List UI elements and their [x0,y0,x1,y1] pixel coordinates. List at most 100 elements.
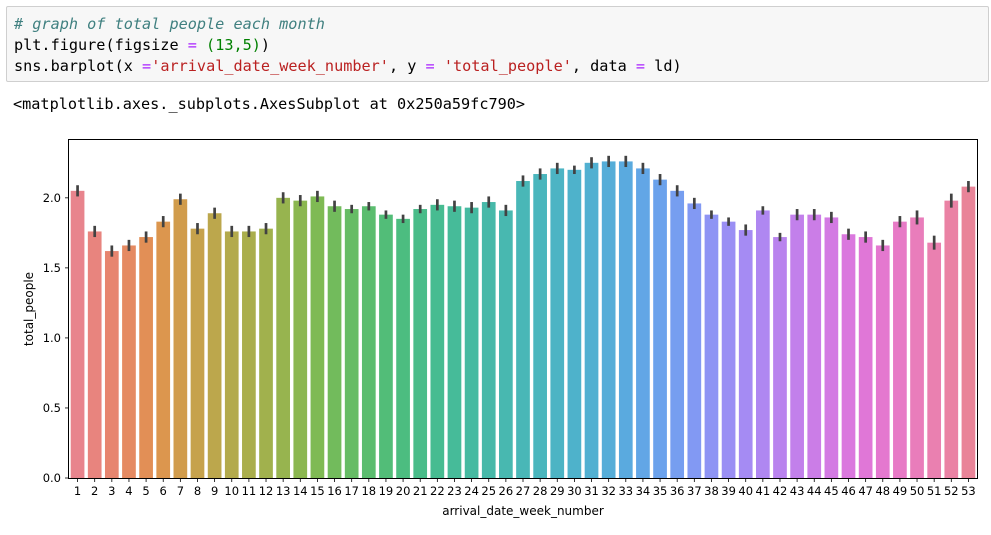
x-tick-label: 19 [379,484,394,498]
bar-week-15 [310,196,325,478]
x-tick-label: 20 [396,484,411,498]
x-tick-label: 21 [413,484,428,498]
bar-week-32 [601,161,616,479]
bar-week-40 [738,230,753,478]
x-tick-label: 10 [224,484,239,498]
x-tick-label: 36 [670,484,685,498]
code-line-figure: plt.figure(figsize = (13,5)) [14,36,271,54]
bar-week-1 [70,190,85,479]
bar-week-46 [841,234,856,478]
bar-week-30 [567,169,582,478]
x-tick-label: 11 [242,484,257,498]
bar-week-7 [173,199,188,478]
x-tick-label: 32 [601,484,616,498]
bar-week-13 [276,197,291,478]
cell-output-repr: <matplotlib.axes._subplots.AxesSubplot a… [13,95,526,113]
x-tick-label: 15 [310,484,325,498]
bar-week-17 [344,209,359,478]
code-line-barplot: sns.barplot(x ='arrival_date_week_number… [14,57,682,75]
bar-week-21 [413,209,428,478]
x-tick-label: 42 [773,484,788,498]
bar-week-35 [653,179,667,478]
x-tick-label: 44 [807,484,822,498]
bar-week-43 [790,214,804,478]
bar-week-33 [618,161,633,479]
bar-week-28 [533,174,547,478]
bar-week-11 [242,231,256,478]
bar-week-4 [122,245,136,478]
y-axis-label: total_people [22,272,36,346]
bar-week-47 [858,237,873,478]
bar-week-8 [190,228,205,478]
bar-week-3 [104,251,119,478]
bar-week-23 [447,206,462,478]
x-tick-label: 40 [738,484,753,498]
x-tick-label: 38 [704,484,719,498]
y-tick-label: 2.0 [43,191,61,205]
x-tick-label: 6 [160,484,167,498]
x-tick-label: 35 [653,484,668,498]
x-tick-label: 48 [875,484,890,498]
bar-week-26 [499,210,513,478]
x-tick-label: 37 [687,484,702,498]
x-tick-label: 18 [361,484,376,498]
x-tick-label: 16 [327,484,342,498]
bar-week-31 [584,162,599,478]
bar-week-38 [704,214,719,478]
bar-week-9 [207,213,222,478]
x-tick-label: 46 [841,484,856,498]
bar-week-42 [773,237,787,478]
x-tick-label: 47 [858,484,873,498]
bar-week-49 [893,221,907,479]
x-tick-label: 28 [533,484,548,498]
x-tick-label: 8 [194,484,201,498]
bar-week-34 [636,168,650,478]
x-tick-label: 33 [618,484,633,498]
bar-week-27 [516,181,530,479]
bar-week-51 [927,242,942,478]
x-tick-label: 49 [893,484,908,498]
bar-week-39 [721,221,736,479]
bar-week-2 [87,231,102,478]
x-tick-label: 52 [944,484,959,498]
y-tick-label: 0.0 [43,471,61,485]
x-tick-label: 45 [824,484,839,498]
x-tick-label: 26 [499,484,514,498]
bar-week-53 [961,186,976,478]
bar-week-44 [807,214,822,478]
x-tick-label: 43 [790,484,805,498]
x-tick-label: 4 [125,484,132,498]
bar-week-16 [327,206,342,478]
bar-week-36 [670,190,685,479]
bar-week-20 [396,218,410,478]
chart-error-bars [76,155,970,257]
code-cell-input[interactable]: # graph of total people each month plt.f… [6,6,989,82]
bar-week-18 [361,206,376,478]
bar-week-19 [379,214,393,478]
x-tick-label: 34 [636,484,651,498]
bar-week-5 [139,237,153,478]
bar-chart: 0.00.51.01.52.0 1 2 3 4 5 6 7 8 9 10 11 12 13 14 15 16 1… [22,139,978,518]
bar-week-22 [430,204,445,478]
x-tick-label: 39 [721,484,736,498]
x-tick-label: 22 [430,484,445,498]
x-tick-label: 5 [142,484,149,498]
x-axis: 1 2 3 4 5 6 7 8 9 10 11 12 13 14 15 16 17 18 19 20 21 22 23 24 2… [74,478,976,498]
x-axis-label: arrival_date_week_number [442,504,604,518]
x-tick-label: 17 [344,484,359,498]
x-tick-label: 53 [961,484,976,498]
x-tick-label: 7 [177,484,184,498]
x-tick-label: 27 [516,484,531,498]
x-tick-label: 41 [756,484,771,498]
y-tick-label: 1.0 [43,331,61,345]
x-tick-label: 30 [567,484,582,498]
bar-week-25 [481,202,496,478]
bar-week-50 [910,217,924,478]
x-tick-label: 50 [910,484,925,498]
x-tick-label: 23 [447,484,462,498]
bar-week-52 [944,200,959,478]
bar-week-24 [464,207,479,478]
bar-week-37 [687,203,702,478]
x-tick-label: 29 [550,484,565,498]
x-tick-label: 31 [584,484,599,498]
